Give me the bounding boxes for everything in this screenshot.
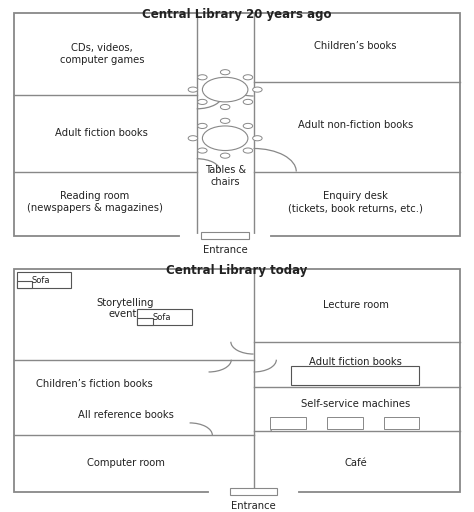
Text: CDs, videos,
computer games: CDs, videos, computer games (60, 43, 144, 65)
Circle shape (198, 148, 207, 153)
FancyBboxPatch shape (17, 281, 32, 288)
Text: Entrance: Entrance (203, 245, 247, 255)
Bar (384, 417, 419, 429)
Circle shape (243, 75, 253, 80)
Circle shape (220, 118, 230, 123)
Text: Café: Café (344, 458, 367, 468)
Bar (230, 488, 277, 495)
Circle shape (202, 126, 248, 151)
Circle shape (220, 104, 230, 110)
FancyBboxPatch shape (137, 318, 153, 325)
Circle shape (243, 99, 253, 104)
Circle shape (243, 148, 253, 153)
Circle shape (253, 87, 262, 92)
Text: Information desk: Information desk (314, 371, 395, 380)
Bar (270, 417, 306, 429)
Bar (14, 269, 460, 492)
Text: Adult fiction books: Adult fiction books (309, 357, 402, 367)
Text: Adult fiction books: Adult fiction books (55, 128, 148, 138)
Bar (327, 417, 363, 429)
Text: Enquiry desk
(tickets, book returns, etc.): Enquiry desk (tickets, book returns, etc… (288, 191, 423, 213)
Circle shape (198, 123, 207, 129)
Circle shape (198, 99, 207, 104)
Text: Central Library 20 years ago: Central Library 20 years ago (142, 8, 332, 20)
Text: Tables &
chairs: Tables & chairs (205, 165, 246, 187)
Text: Children’s fiction books: Children’s fiction books (36, 379, 153, 389)
Circle shape (202, 77, 248, 102)
FancyBboxPatch shape (17, 272, 71, 288)
Text: Entrance: Entrance (231, 501, 276, 511)
Circle shape (243, 123, 253, 129)
Circle shape (188, 87, 198, 92)
Text: Storytelling
events: Storytelling events (97, 297, 155, 319)
Text: Sofa: Sofa (153, 313, 171, 322)
Text: Sofa: Sofa (32, 275, 50, 285)
Bar (14, 13, 460, 236)
Text: Adult non-fiction books: Adult non-fiction books (298, 120, 413, 131)
Circle shape (198, 75, 207, 80)
Circle shape (220, 70, 230, 75)
FancyBboxPatch shape (291, 366, 419, 385)
Text: Children’s books: Children’s books (314, 41, 397, 51)
FancyBboxPatch shape (137, 309, 192, 325)
Text: Self-service machines: Self-service machines (301, 399, 410, 410)
Text: All reference books: All reference books (78, 410, 173, 420)
Circle shape (188, 136, 198, 141)
Text: Computer room: Computer room (87, 458, 164, 468)
Text: Lecture room: Lecture room (323, 300, 388, 310)
Text: Central Library today: Central Library today (166, 264, 308, 276)
Bar (201, 232, 249, 239)
Circle shape (253, 136, 262, 141)
Text: Reading room
(newspapers & magazines): Reading room (newspapers & magazines) (27, 191, 163, 213)
Circle shape (220, 153, 230, 158)
